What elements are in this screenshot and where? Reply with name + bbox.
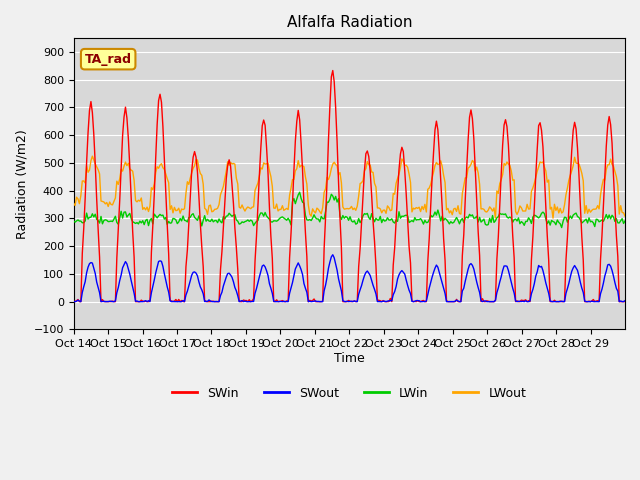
- Y-axis label: Radiation (W/m2): Radiation (W/m2): [15, 129, 28, 239]
- X-axis label: Time: Time: [334, 352, 365, 365]
- Title: Alfalfa Radiation: Alfalfa Radiation: [287, 15, 412, 30]
- Text: TA_rad: TA_rad: [84, 53, 132, 66]
- Legend: SWin, SWout, LWin, LWout: SWin, SWout, LWin, LWout: [168, 382, 531, 405]
